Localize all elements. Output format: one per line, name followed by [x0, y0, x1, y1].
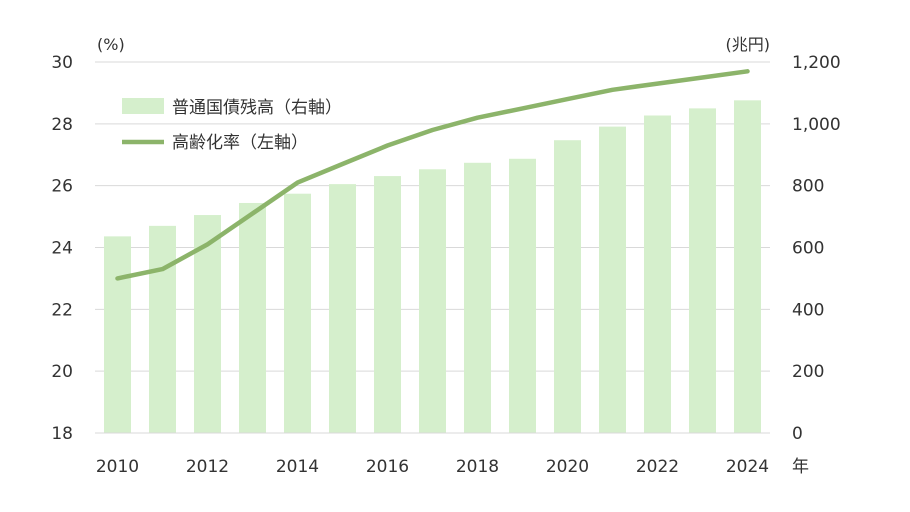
- x-axis-label: 年: [792, 457, 809, 477]
- bar-2023: [689, 108, 716, 433]
- right-axis-ticks: 0 200 400 600 800 1,000 1,200: [792, 53, 841, 444]
- right-tick-label: 200: [792, 362, 824, 382]
- left-axis-unit: (%): [97, 35, 125, 54]
- bar-2011: [149, 225, 176, 433]
- left-tick-label: 22: [51, 300, 73, 320]
- left-tick-label: 18: [51, 424, 73, 444]
- bar-2014: [284, 193, 311, 433]
- legend-label-bar: 普通国債残高（右軸）: [172, 98, 342, 118]
- bar-2019: [509, 158, 536, 433]
- legend-swatch-bar: [122, 98, 164, 114]
- x-tick-label: 2022: [636, 457, 679, 477]
- bar-2015: [329, 184, 356, 433]
- bar-2018: [464, 162, 491, 433]
- right-tick-label: 600: [792, 239, 824, 259]
- left-tick-label: 20: [51, 362, 73, 382]
- x-tick-label: 2018: [456, 457, 499, 477]
- bar-2020: [554, 140, 581, 433]
- x-tick-label: 2024: [726, 457, 769, 477]
- right-tick-label: 0: [792, 424, 803, 444]
- bar-series-debt: [104, 100, 761, 434]
- right-axis-unit: (兆円): [726, 35, 771, 54]
- x-tick-label: 2014: [276, 457, 319, 477]
- x-axis-ticks: 2010 2012 2014 2016 2018 2020 2022 2024: [96, 457, 769, 477]
- right-tick-label: 1,200: [792, 53, 841, 73]
- right-tick-label: 1,000: [792, 115, 841, 135]
- left-tick-label: 26: [51, 177, 73, 197]
- bar-2016: [374, 176, 401, 433]
- x-tick-label: 2010: [96, 457, 139, 477]
- legend: 普通国債残高（右軸） 高齢化率（左軸）: [122, 98, 342, 153]
- left-tick-label: 24: [51, 239, 73, 259]
- line-series-aging-rate: [115, 69, 750, 281]
- right-tick-label: 400: [792, 300, 824, 320]
- x-tick-label: 2020: [546, 457, 589, 477]
- bar-2010: [104, 236, 131, 433]
- bar-2024: [734, 100, 761, 433]
- right-tick-label: 800: [792, 177, 824, 197]
- bar-2021: [599, 126, 626, 433]
- left-tick-label: 28: [51, 115, 73, 135]
- bar-2013: [239, 202, 266, 433]
- bar-2017: [419, 169, 446, 434]
- x-tick-label: 2016: [366, 457, 409, 477]
- left-axis-ticks: 18 20 22 24 26 28 30: [51, 53, 73, 444]
- x-tick-label: 2012: [186, 457, 229, 477]
- left-tick-label: 30: [51, 53, 73, 73]
- legend-label-line: 高齢化率（左軸）: [172, 133, 308, 153]
- bar-2022: [644, 115, 671, 433]
